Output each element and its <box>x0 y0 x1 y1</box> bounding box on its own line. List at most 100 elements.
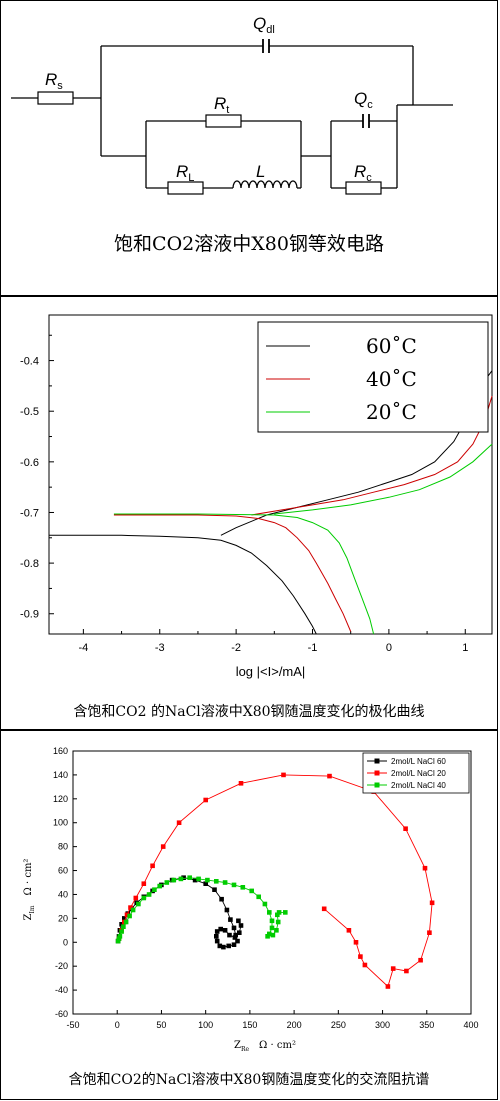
data-point <box>203 881 208 886</box>
data-point <box>385 984 391 989</box>
data-point <box>150 863 155 869</box>
data-point <box>122 916 127 921</box>
data-point <box>160 844 166 849</box>
series-line-2 <box>117 877 286 942</box>
data-point <box>231 882 237 888</box>
data-point <box>281 772 286 778</box>
impedance-caption: 含饱和CO2的NaCl溶液中X80钢随温度变化的交流阻抗谱 <box>68 1072 430 1088</box>
x-tick-label: -1 <box>308 642 318 654</box>
data-point <box>422 865 428 871</box>
data-point <box>275 919 281 925</box>
plot-frame <box>72 750 472 1015</box>
qc-label: Qc <box>354 89 373 111</box>
data-point <box>119 929 124 934</box>
x-tick-label: 0 <box>115 1020 120 1030</box>
data-point <box>232 935 238 940</box>
qdl-label: Qdl <box>253 14 275 36</box>
data-point <box>218 926 223 932</box>
data-point <box>238 781 244 786</box>
x-axis-label: ZRe Ω · cm² <box>234 1040 296 1053</box>
data-point <box>269 918 275 924</box>
legend-box <box>257 321 489 433</box>
x-tick-label: 150 <box>242 1020 257 1030</box>
data-point <box>187 875 192 880</box>
data-point <box>267 910 272 915</box>
y-tick-label: -0.8 <box>20 558 39 570</box>
data-point <box>214 934 219 939</box>
data-point <box>192 877 198 883</box>
circuit-caption: 饱和CO2溶液中X80钢等效电路 <box>114 233 384 255</box>
legend-label: 60˚C <box>366 334 417 358</box>
x-tick-label: 350 <box>419 1020 434 1030</box>
data-point <box>157 883 162 889</box>
series-line-1-cathodic <box>113 514 352 632</box>
data-point <box>418 957 423 963</box>
y-tick-label: 40 <box>58 889 68 899</box>
y-tick-label: 120 <box>53 794 68 804</box>
rc-resistor <box>345 181 382 195</box>
l-label: L <box>256 162 265 181</box>
data-point <box>429 900 435 906</box>
legend-label: 2mol/L NaCl 40 <box>391 781 446 790</box>
data-point <box>146 892 152 897</box>
data-point <box>403 826 408 831</box>
y-axis-label: ZImΩ · cm² <box>23 859 36 921</box>
y-tick-label: 20 <box>58 913 68 923</box>
data-point <box>133 895 139 901</box>
data-point <box>214 938 220 944</box>
data-point <box>214 929 220 934</box>
data-point <box>123 919 129 925</box>
data-point <box>362 962 368 968</box>
y-tick-label: 140 <box>53 770 68 780</box>
series-line-0-cathodic <box>49 534 317 635</box>
data-point <box>226 943 231 949</box>
impedance-chart: -50 0 50 100 150 200 250 300 350 400 -60 -40 -20 0 20 4… <box>23 746 479 1053</box>
data-point <box>212 887 217 892</box>
x-tick-label: 1 <box>462 642 468 654</box>
x-tick-label: 250 <box>331 1020 346 1030</box>
data-point <box>358 954 363 959</box>
y-tick-label: -0.5 <box>20 406 39 418</box>
polarization-panel: -4 -3 -2 -1 0 1 -0.4 -0.5 -0.6 -0.7 -0.8 -0.9 log |<… <box>0 296 498 730</box>
x-tick-label: -2 <box>231 642 241 654</box>
data-point <box>231 942 237 947</box>
data-point <box>276 910 282 915</box>
data-point <box>267 931 272 937</box>
data-point <box>235 938 240 944</box>
x-tick-label: 100 <box>198 1020 213 1030</box>
rc-label: Rc <box>354 162 372 184</box>
legend-marker <box>374 782 380 788</box>
rs-label: Rs <box>45 70 63 92</box>
data-point <box>346 928 352 933</box>
data-point <box>256 894 261 900</box>
legend-marker <box>374 770 380 776</box>
data-point <box>228 917 233 922</box>
rt-resistor <box>205 114 242 128</box>
data-point <box>196 876 201 882</box>
data-point <box>119 922 124 927</box>
y-tick-label: -0.4 <box>20 356 39 368</box>
x-tick-label: 400 <box>463 1020 478 1030</box>
y-tick-label: -20 <box>55 961 68 971</box>
data-point <box>130 907 136 913</box>
data-point <box>141 881 147 886</box>
data-point <box>127 913 132 919</box>
data-point <box>327 773 332 779</box>
x-tick-label: -4 <box>78 642 88 654</box>
data-point <box>128 905 133 910</box>
data-point <box>221 944 226 950</box>
data-point <box>205 877 210 883</box>
equivalent-circuit-diagram: Rs Qdl Rt Qc RL L Rc <box>11 14 453 195</box>
series-line-0 <box>117 877 242 948</box>
data-point <box>237 930 242 935</box>
data-point <box>236 918 241 924</box>
data-point <box>117 934 123 939</box>
data-point <box>181 875 186 880</box>
y-tick-label: -0.6 <box>20 457 39 469</box>
data-point <box>136 901 141 907</box>
y-tick-label: 0 <box>63 937 68 947</box>
legend-label: 2mol/L NaCl 20 <box>391 769 446 778</box>
data-point <box>262 901 268 907</box>
l-inductor <box>232 180 298 189</box>
x-tick-label: -50 <box>66 1020 79 1030</box>
